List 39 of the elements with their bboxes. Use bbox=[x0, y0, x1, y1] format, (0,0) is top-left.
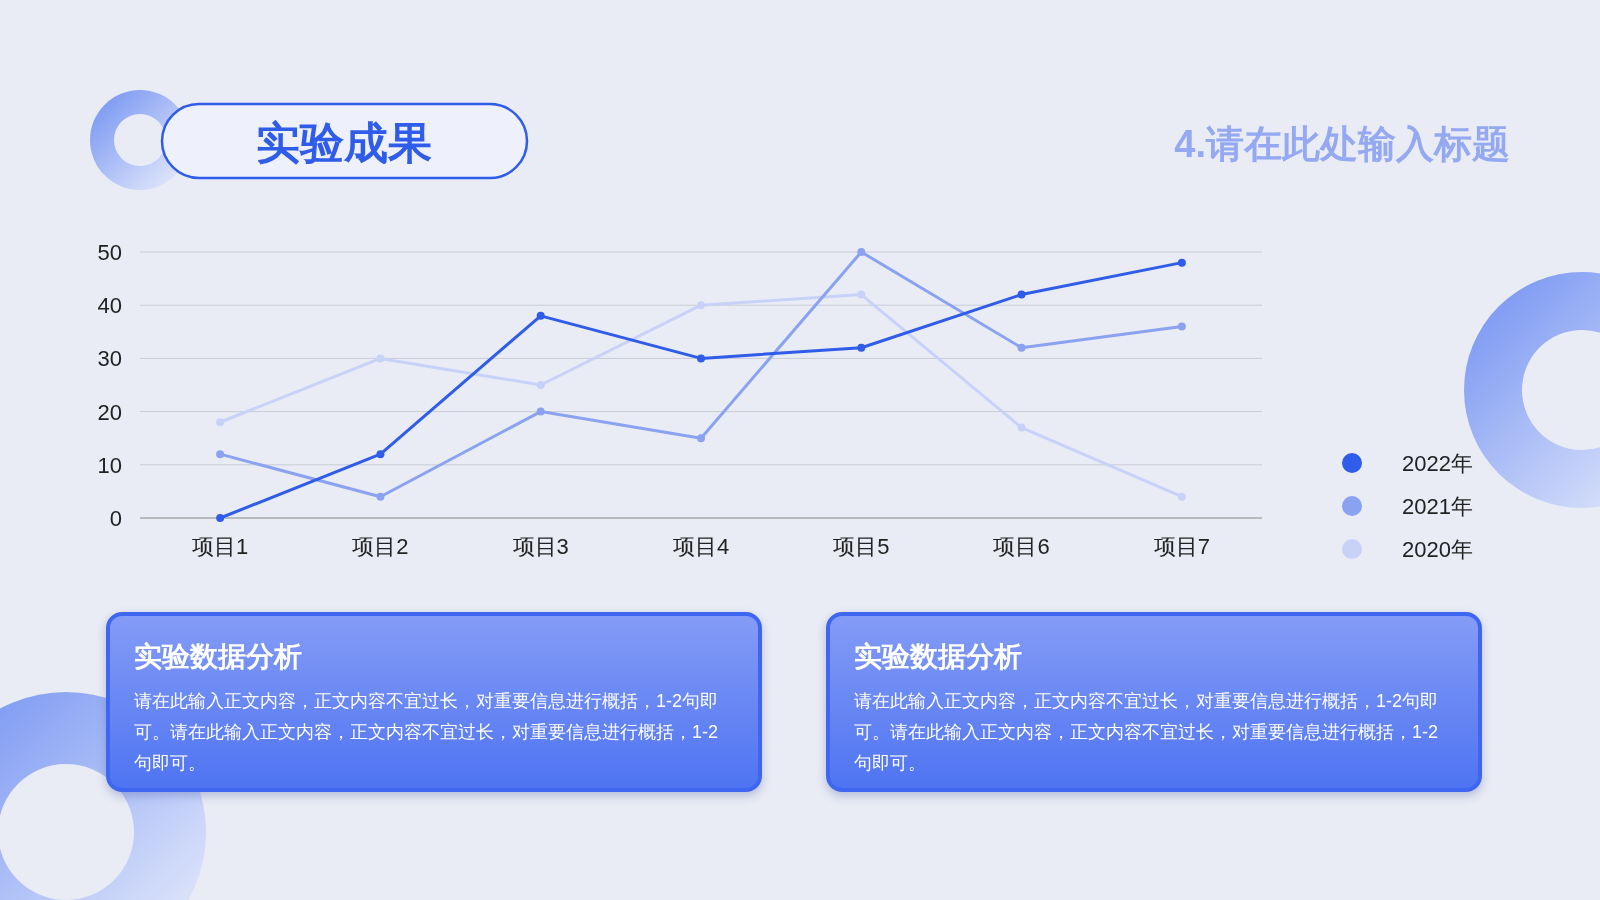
text: 4.请在此处输入标题 bbox=[1174, 123, 1510, 165]
point bbox=[857, 290, 866, 299]
x-tick-label: 项目5 bbox=[833, 534, 890, 559]
point bbox=[857, 248, 866, 256]
y-tick-label: 40 bbox=[97, 293, 122, 319]
point bbox=[1177, 322, 1186, 331]
point bbox=[1177, 492, 1186, 501]
point bbox=[1017, 290, 1026, 299]
legend-label: 2022年 bbox=[1402, 451, 1473, 476]
point bbox=[536, 311, 545, 320]
point bbox=[216, 418, 225, 427]
point bbox=[376, 354, 385, 363]
y-tick-label: 10 bbox=[97, 452, 122, 478]
point bbox=[1177, 258, 1186, 267]
point bbox=[1017, 343, 1026, 352]
point bbox=[1017, 423, 1026, 432]
point bbox=[376, 492, 385, 501]
point bbox=[216, 450, 225, 459]
point bbox=[536, 381, 545, 389]
x-tick-label: 项目3 bbox=[512, 534, 569, 559]
y-tick-label: 20 bbox=[97, 399, 122, 425]
x-tick-label: 项目1 bbox=[192, 534, 249, 559]
x-tick-label: 项目4 bbox=[672, 534, 730, 559]
legend-label: 2020年 bbox=[1402, 537, 1473, 562]
point bbox=[857, 343, 866, 352]
point bbox=[536, 407, 545, 416]
x-tick-label: 项目6 bbox=[993, 534, 1050, 559]
point bbox=[697, 301, 705, 310]
x-tick-label: 项目2 bbox=[352, 534, 409, 559]
legend-label: 2021年 bbox=[1402, 494, 1473, 519]
y-tick-label: 0 bbox=[109, 506, 122, 531]
chart-title: 实验成果 bbox=[256, 118, 432, 167]
point bbox=[697, 434, 705, 443]
x-tick-label: 项目7 bbox=[1153, 534, 1210, 559]
y-tick-label: 50 bbox=[97, 240, 122, 265]
point bbox=[376, 450, 385, 459]
y-tick-label: 30 bbox=[97, 346, 122, 372]
point bbox=[216, 514, 225, 522]
point bbox=[697, 354, 705, 363]
